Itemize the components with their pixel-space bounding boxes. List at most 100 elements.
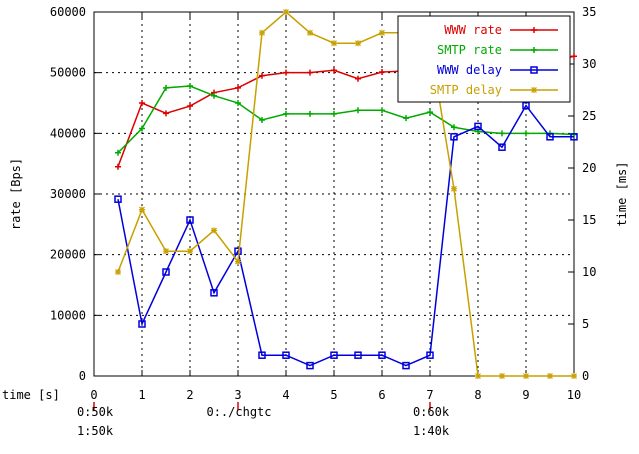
point-smtp-rate <box>499 130 505 137</box>
point-smtp-rate <box>451 124 457 131</box>
point-smtp-delay <box>499 373 505 379</box>
point-smtp-rate <box>283 110 289 117</box>
y2-tick-label: 35 <box>582 5 596 19</box>
x-tick-label: 5 <box>330 388 337 402</box>
x-tick-label: 8 <box>474 388 481 402</box>
point-www-rate <box>139 100 145 106</box>
y2-tick-label: 30 <box>582 57 596 71</box>
annotation-label: 1:40k <box>413 424 450 438</box>
legend-marker-smtp-delay <box>531 87 537 93</box>
legend-marker-smtp-rate <box>531 47 537 53</box>
point-www-delay <box>354 351 362 359</box>
point-smtp-delay <box>379 29 385 36</box>
legend-label-www-delay: WWW delay <box>437 63 502 77</box>
point-www-delay <box>162 268 170 276</box>
point-www-delay <box>258 351 266 359</box>
x-axis-label: time [s] <box>2 388 60 402</box>
legend-label-smtp-rate: SMTP rate <box>437 43 502 57</box>
point-smtp-delay <box>571 373 577 379</box>
point-smtp-delay <box>115 269 121 275</box>
point-smtp-delay <box>187 248 193 255</box>
annotation-label: 0:60k <box>413 405 450 419</box>
point-smtp-rate <box>403 115 409 122</box>
y-tick-label: 0 <box>79 369 86 383</box>
point-www-delay <box>498 143 506 151</box>
series-smtp-delay <box>115 9 577 379</box>
annotation-label: 0:./chgtc <box>206 405 271 419</box>
x-tick-label: 10 <box>567 388 581 402</box>
point-www-rate <box>307 69 313 76</box>
y2-tick-label: 10 <box>582 265 596 279</box>
point-www-rate <box>259 72 265 79</box>
x-tick-label: 1 <box>138 388 145 402</box>
legend: WWW rate SMTP rate WWW delay SMTP delay <box>397 15 571 103</box>
point-smtp-delay <box>307 29 313 36</box>
point-smtp-delay <box>475 373 481 379</box>
point-www-rate <box>331 67 337 74</box>
point-www-rate <box>379 69 385 76</box>
x-tick-label: 6 <box>378 388 385 402</box>
series-smtp-rate <box>115 83 577 156</box>
point-www-rate <box>115 163 121 170</box>
point-www-rate <box>235 84 241 91</box>
point-www-delay <box>114 195 122 203</box>
x-annotations: 0:50k 1:50k 0:./chgtc 0:60k 1:40k <box>77 402 450 438</box>
y2-tick-label: 15 <box>582 213 596 227</box>
y2-tick-label: 20 <box>582 161 596 175</box>
point-smtp-rate <box>307 110 313 117</box>
point-www-rate <box>163 110 169 117</box>
y-axis-label: rate [Bps] <box>9 158 23 230</box>
point-smtp-delay <box>139 206 145 213</box>
y-tick-label: 40000 <box>50 126 86 140</box>
point-smtp-delay <box>259 29 265 36</box>
x-tick-label: 4 <box>282 388 289 402</box>
point-smtp-delay <box>523 373 529 379</box>
point-www-rate <box>355 75 361 82</box>
y2-tick-label: 0 <box>582 369 589 383</box>
annotation-label: 1:50k <box>77 424 114 438</box>
x-tick-label: 0 <box>90 388 97 402</box>
point-smtp-rate <box>355 107 361 114</box>
point-smtp-delay <box>355 40 361 47</box>
x-tick-label: 7 <box>426 388 433 402</box>
annotation-label: 0:50k <box>77 405 114 419</box>
point-smtp-delay <box>211 227 217 234</box>
point-www-delay <box>570 133 578 141</box>
point-www-delay <box>210 289 218 297</box>
line-www-delay <box>117 104 574 367</box>
point-smtp-rate <box>163 84 169 91</box>
point-www-delay <box>186 216 194 224</box>
point-smtp-delay <box>451 185 457 192</box>
point-www-delay <box>282 351 290 359</box>
line-smtp-delay <box>117 11 574 377</box>
point-www-rate <box>283 69 289 76</box>
legend-label-www-rate: WWW rate <box>444 23 502 37</box>
point-www-delay <box>234 247 242 255</box>
point-www-delay <box>522 101 530 110</box>
point-smtp-rate <box>259 116 265 123</box>
point-smtp-rate <box>235 100 241 106</box>
point-www-rate <box>187 103 193 110</box>
point-www-delay <box>378 351 386 359</box>
point-smtp-rate <box>331 110 337 117</box>
line-smtp-rate <box>117 85 575 154</box>
point-smtp-delay <box>283 9 289 15</box>
point-smtp-rate <box>379 107 385 114</box>
y2-tick-label: 25 <box>582 109 596 123</box>
y-tick-label: 30000 <box>50 187 86 201</box>
point-smtp-rate <box>139 125 145 132</box>
x-tick-label: 2 <box>186 388 193 402</box>
y-tick-label: 60000 <box>50 5 86 19</box>
point-smtp-delay <box>331 40 337 47</box>
point-www-delay <box>330 351 338 359</box>
x-tick-label: 9 <box>522 388 529 402</box>
point-www-delay <box>426 351 434 359</box>
point-smtp-delay <box>235 258 241 265</box>
y2-tick-label: 5 <box>582 317 589 331</box>
y-tick-label: 10000 <box>50 308 86 322</box>
y-tick-label: 20000 <box>50 248 86 262</box>
point-smtp-rate <box>427 109 433 116</box>
y2-axis-label: time [ms] <box>615 161 629 226</box>
point-smtp-delay <box>163 248 169 255</box>
